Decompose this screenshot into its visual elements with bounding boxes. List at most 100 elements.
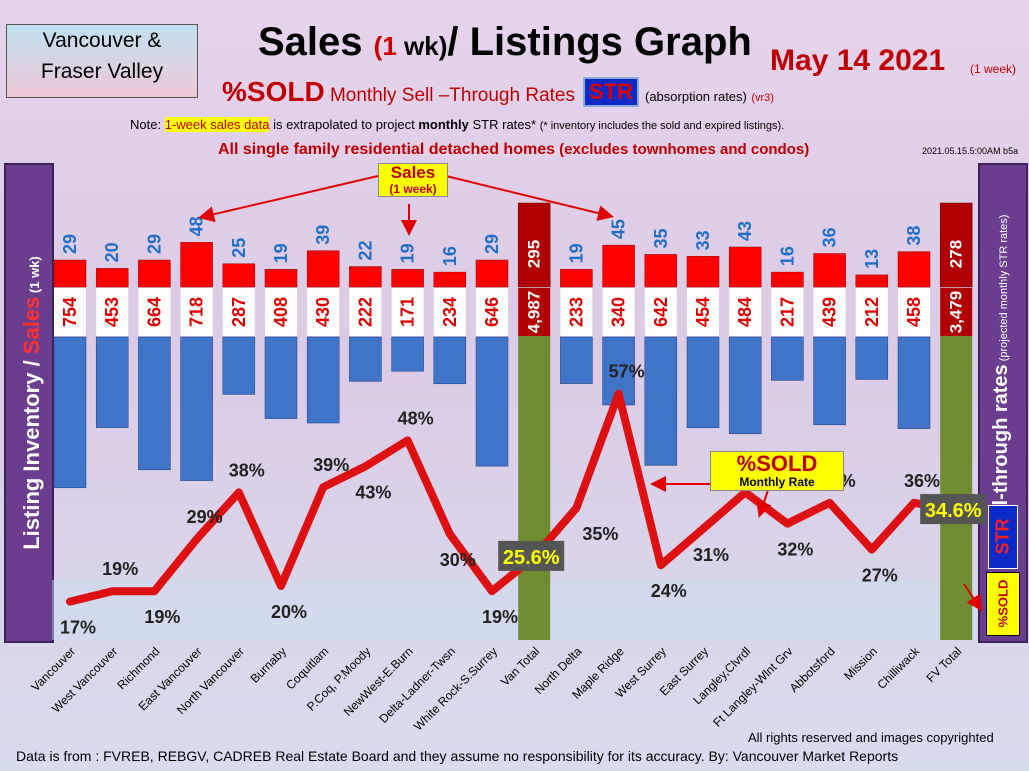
region-box: Vancouver & Fraser Valley	[6, 24, 198, 98]
inventory-label-bg	[222, 288, 255, 336]
chart-title: Sales (1 wk)/ Listings Graph	[258, 20, 752, 65]
sales-bar	[391, 269, 424, 288]
inventory-value-label: 3,479	[947, 291, 966, 334]
str-box: STR	[582, 77, 639, 107]
sales-bar	[138, 259, 171, 288]
sales-value-label: 16	[777, 246, 797, 266]
inventory-bar	[686, 336, 720, 429]
sales-value-label: 16	[440, 246, 460, 266]
inventory-label-bg	[138, 288, 171, 336]
sales-bar	[771, 271, 804, 288]
title-a: Sales	[258, 20, 374, 64]
sales-bar	[602, 244, 635, 288]
str-value-label: 25.6%	[503, 547, 560, 569]
str-value-label: 19%	[482, 607, 518, 627]
sales-bar	[433, 271, 467, 288]
sales-bar	[95, 268, 129, 288]
plot-bottom-band	[52, 580, 976, 640]
sales-bar	[475, 259, 509, 288]
inventory-bar	[518, 336, 551, 640]
note-highlight: 1-week sales data	[164, 117, 270, 132]
total-str-arrow	[963, 583, 983, 612]
category-label: Chilliwack	[875, 644, 923, 692]
inventory-value-label: 408	[271, 297, 291, 327]
inventory-value-label: 484	[735, 297, 755, 327]
inventory-value-label: 453	[102, 297, 122, 327]
sales-bar	[349, 266, 382, 288]
sales-value-label: 29	[144, 234, 164, 254]
inventory-value-label: 439	[820, 297, 840, 327]
inventory-value-label: 222	[355, 297, 375, 327]
sales-value-label: 19	[271, 243, 291, 263]
sales-bar	[560, 269, 593, 288]
source-note: Data is from : FVREB, REBGV, CADREB Real…	[16, 748, 899, 764]
sales-callout-title: Sales	[390, 163, 436, 182]
inventory-bar	[95, 336, 129, 428]
sold-callout-title: %SOLD	[736, 451, 818, 476]
absorption-note: (absorption rates)	[644, 89, 747, 104]
inventory-bar	[433, 336, 467, 385]
title-b: / Listings Graph	[447, 20, 752, 64]
inventory-label-bg	[349, 288, 382, 336]
sales-bar	[686, 256, 720, 288]
inventory-value-label: 718	[187, 297, 207, 327]
scope-paren: (excludes townhomes and condos)	[555, 141, 810, 158]
sales-bar	[939, 202, 973, 288]
str-value-label: 35%	[582, 524, 618, 544]
inventory-bar	[138, 336, 171, 471]
total-str-box	[920, 494, 987, 525]
inventory-bar	[813, 336, 846, 426]
region-line-1: Vancouver &	[42, 29, 162, 52]
sales-bar	[728, 246, 762, 288]
sales-bar	[644, 254, 678, 288]
sales-value-label: 25	[229, 238, 249, 258]
inventory-label-bg	[644, 288, 677, 336]
sales-bar	[855, 274, 889, 288]
inventory-bar	[475, 336, 509, 467]
str-value-label: 38%	[229, 460, 265, 480]
sales-value-label: 38	[904, 226, 924, 246]
subtitle-rest: Monthly Sell –Through Rates	[324, 85, 575, 106]
inventory-value-label: 340	[609, 297, 629, 327]
inventory-value-label: 217	[777, 297, 797, 327]
category-label: Delta-Ladner-Twsn	[376, 644, 458, 726]
sales-bar	[180, 242, 213, 288]
inventory-label-bg	[813, 288, 846, 336]
str-value-label: 19%	[102, 559, 138, 579]
sales-arrow-right	[445, 175, 614, 221]
note-bold: monthly	[418, 117, 469, 132]
inventory-label-bg	[518, 288, 551, 336]
inventory-bar	[560, 336, 593, 384]
sales-value-label: 19	[566, 243, 586, 263]
sell-through-line	[66, 389, 961, 606]
sales-bar	[264, 269, 298, 288]
sold-badge: %SOLD	[986, 572, 1020, 636]
sales-value-label: 33	[693, 230, 713, 250]
inventory-label-bg	[940, 288, 973, 336]
note-end: STR rates*	[468, 117, 540, 132]
sales-bar	[222, 263, 256, 288]
inventory-value-label: 430	[313, 297, 333, 327]
inventory-value-label: 754	[60, 297, 80, 327]
sales-value-label: 48	[187, 216, 207, 236]
sales-bar	[306, 250, 340, 288]
sales-bar	[813, 253, 846, 288]
str-value-label: 17%	[60, 618, 96, 638]
inventory-bar	[53, 336, 87, 489]
sales-bar	[517, 202, 551, 288]
inventory-label-bg	[433, 288, 466, 336]
str-value-label: 34.6%	[925, 500, 982, 522]
title-one: (1	[373, 31, 397, 61]
inventory-bar	[940, 336, 973, 640]
sold-arrow-down	[756, 489, 772, 518]
str-value-label: 48%	[398, 408, 434, 428]
report-date: May 14 2021	[770, 44, 946, 77]
inventory-label-bg	[855, 288, 888, 336]
inventory-value-label: 4,987	[525, 291, 544, 334]
category-label: Mission	[841, 644, 880, 683]
sales-value-label: 35	[651, 228, 671, 248]
inventory-label-bg	[391, 288, 424, 336]
inventory-bar	[180, 336, 213, 481]
sales-callout: Sales (1 week)	[378, 163, 448, 197]
